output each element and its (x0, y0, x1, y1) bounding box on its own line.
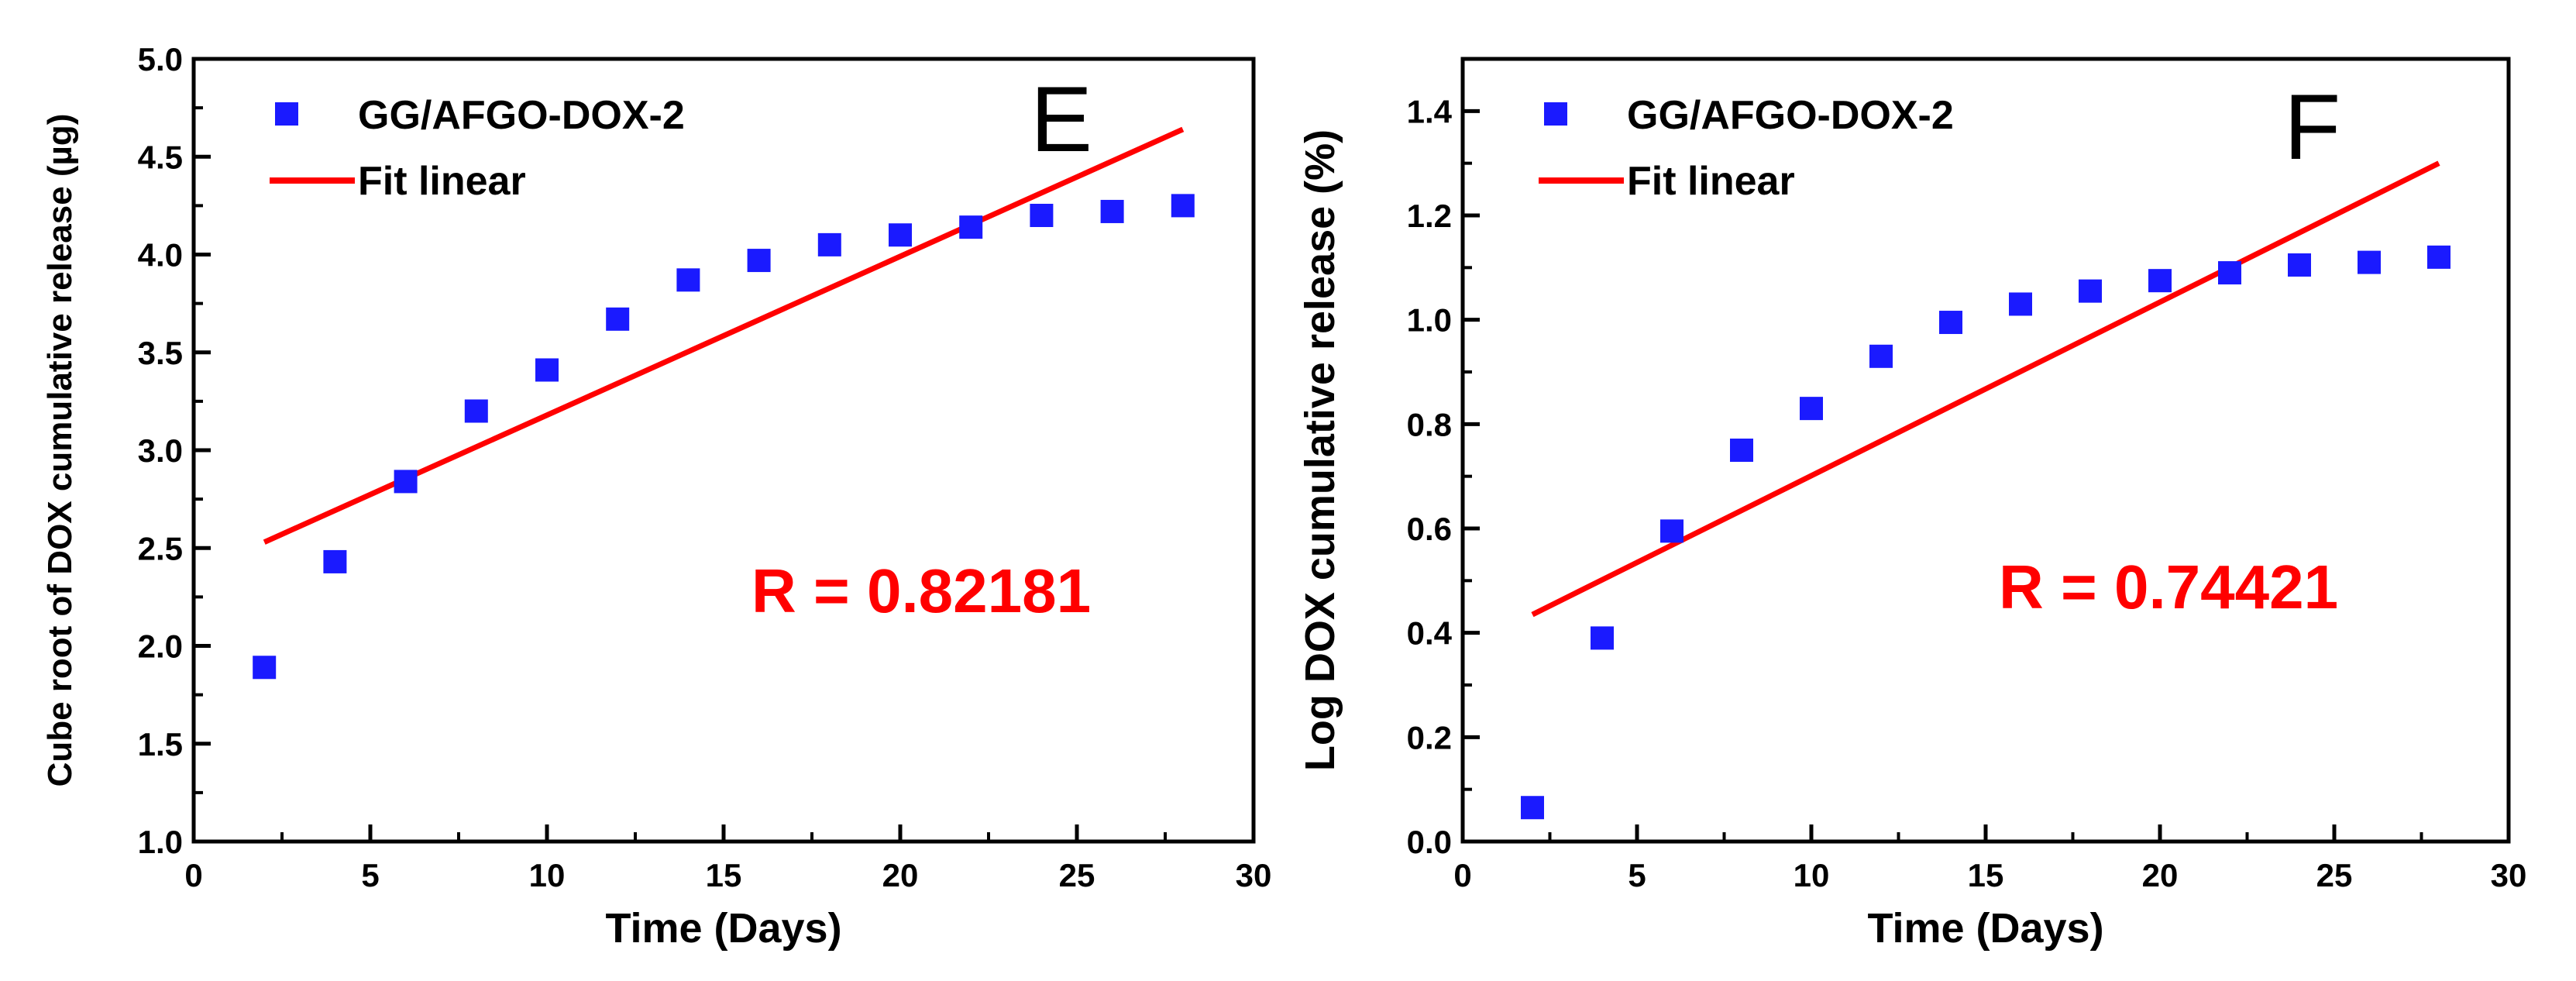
y-tick-label-e: 3.0 (138, 432, 183, 469)
data-point-f (2288, 253, 2311, 277)
data-point-f (1521, 796, 1544, 820)
x-tick-label-f: 5 (1628, 857, 1646, 893)
data-point-e (323, 549, 347, 573)
data-point-e (606, 307, 630, 331)
data-point-e (676, 268, 700, 292)
x-axis-title-f: Time (Days) (1867, 905, 2103, 952)
legend-label-points-f: GG/AFGO-DOX-2 (1627, 93, 1954, 138)
data-point-e (889, 223, 912, 247)
x-tick-label-e: 25 (1059, 857, 1095, 893)
data-point-e (394, 470, 418, 494)
data-point-f (1939, 311, 1962, 335)
y-tick-label-f: 0.4 (1407, 615, 1453, 652)
data-point-f (1800, 397, 1823, 421)
y-tick-label-e: 1.0 (138, 824, 183, 860)
y-tick-label-e: 4.0 (138, 237, 183, 274)
data-point-f (1869, 344, 1893, 368)
panel-label-e: E (1030, 67, 1092, 171)
data-point-e (959, 215, 983, 239)
legend-label-fit-e: Fit linear (358, 159, 526, 204)
data-point-e (253, 656, 277, 680)
data-point-f (2358, 250, 2381, 274)
y-tick-label-e: 3.5 (138, 335, 183, 371)
x-axis-title-e: Time (Days) (605, 905, 841, 952)
y-tick-label-e: 4.5 (138, 139, 183, 175)
data-point-e (747, 249, 771, 273)
r-value-annotation-e: R = 0.82181 (751, 556, 1091, 625)
plot-frame-e (191, 57, 1256, 844)
data-point-f (1591, 626, 1614, 650)
plot-frame-f (1460, 57, 2511, 844)
x-tick-label-e: 10 (529, 857, 566, 893)
data-point-f (1660, 519, 1684, 543)
y-axis-title-f: Log DOX cumulative release (%) (1297, 129, 1343, 771)
y-tick-label-f: 0.2 (1407, 719, 1452, 756)
x-tick-label-f: 0 (1453, 857, 1471, 893)
x-tick-label-f: 25 (2316, 857, 2353, 893)
data-point-f (2079, 279, 2102, 303)
fit-line-e (263, 126, 1185, 545)
panel-label-f: F (2284, 75, 2340, 179)
ticks-e: 0 5 10 15 20 25 30 1.0 1.5 2.0 2.5 3.0 3.5 4.0 4.5 5.0 (138, 41, 1272, 893)
data-point-f (2427, 245, 2450, 269)
chart-panel-e: 0 5 10 15 20 25 301.01.52.02.53.03.54.04.55.0 … (41, 41, 1271, 952)
y-tick-label-e: 2.0 (138, 628, 183, 665)
legend-e: GG/AFGO-DOX-2 Fit linear (270, 93, 685, 204)
chart-panel-f: 0 5 10 15 20 25 30 0.0 0.2 0.4 0.6 0.8 1.0 1.2 1.4 GG/… (1297, 57, 2527, 952)
data-point-f (2148, 269, 2172, 293)
legend-label-fit-f: Fit linear (1627, 159, 1795, 204)
y-tick-label-f: 1.0 (1407, 302, 1452, 339)
y-tick-label-f: 0.0 (1407, 824, 1452, 860)
x-tick-label-f: 20 (2142, 857, 2179, 893)
legend-label-points-e: GG/AFGO-DOX-2 (358, 93, 685, 138)
x-tick-label-e: 15 (706, 857, 742, 893)
y-tick-label-f: 0.6 (1407, 511, 1452, 547)
series-e (253, 126, 1195, 680)
y-tick-label-e: 5.0 (138, 41, 183, 77)
data-point-e (1030, 204, 1054, 227)
x-tick-label-e: 0 (184, 857, 202, 893)
data-point-e (464, 399, 488, 423)
data-point-e (817, 232, 841, 256)
x-tick-label-f: 15 (1968, 857, 2004, 893)
legend-marker-points-e (275, 102, 298, 126)
ticks-f: 0 5 10 15 20 25 30 0.0 0.2 0.4 0.6 0.8 1.0 1.2 1.4 (1407, 57, 2527, 893)
y-tick-label-f: 1.4 (1407, 93, 1453, 129)
x-tick-label-f: 10 (1794, 857, 1830, 893)
x-tick-label-e: 30 (1236, 857, 1272, 893)
data-point-e (1171, 194, 1195, 218)
y-tick-label-e: 1.5 (138, 726, 183, 762)
data-point-f (2218, 261, 2241, 285)
x-tick-label-e: 5 (361, 857, 379, 893)
x-tick-label-e: 20 (882, 857, 919, 893)
y-tick-label-f: 0.8 (1407, 406, 1452, 442)
y-axis-title-e: Cube root of DOX cumulative release (µg) (41, 114, 79, 787)
y-tick-label-f: 1.2 (1407, 198, 1452, 234)
x-tick-label-f: 30 (2491, 857, 2527, 893)
legend-f: GG/AFGO-DOX-2 Fit linear (1539, 93, 1954, 204)
legend-marker-points-f (1544, 102, 1567, 126)
y-tick-label-e: 2.5 (138, 530, 183, 566)
r-value-annotation-f: R = 0.74421 (1999, 552, 2338, 621)
data-point-f (2009, 292, 2032, 316)
data-point-e (1100, 199, 1124, 223)
data-point-e (535, 358, 559, 382)
series-f (1521, 160, 2450, 820)
data-point-f (1730, 439, 1753, 462)
